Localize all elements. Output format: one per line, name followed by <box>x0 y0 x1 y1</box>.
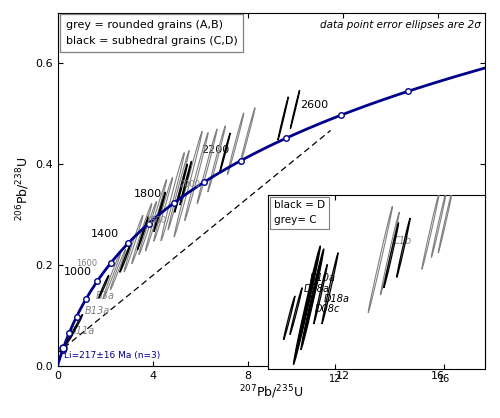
Text: 1800: 1800 <box>145 216 166 225</box>
Ellipse shape <box>294 246 320 364</box>
Text: D08c: D08c <box>315 303 340 314</box>
Text: D08a: D08a <box>304 284 330 294</box>
Ellipse shape <box>301 249 324 350</box>
Text: data point error ellipses are 2σ: data point error ellipses are 2σ <box>320 20 480 30</box>
Text: black = D
grey= C: black = D grey= C <box>274 200 325 225</box>
Text: 1000: 1000 <box>64 267 92 277</box>
Text: 2000: 2000 <box>180 181 201 189</box>
Text: grey = rounded grains (A,B)
black = subhedral grains (C,D): grey = rounded grains (A,B) black = subh… <box>66 20 238 46</box>
Text: B13a: B13a <box>85 306 110 316</box>
Text: 2200: 2200 <box>201 145 229 155</box>
X-axis label: $^{207}$Pb/$^{235}$U: $^{207}$Pb/$^{235}$U <box>239 383 304 401</box>
Text: 1600: 1600 <box>76 259 97 268</box>
Text: B3a: B3a <box>96 291 114 301</box>
Text: 1800: 1800 <box>134 189 162 199</box>
Y-axis label: $^{206}$Pb/$^{238}$U: $^{206}$Pb/$^{238}$U <box>14 157 32 221</box>
Text: D18a: D18a <box>323 293 349 303</box>
Text: 1400: 1400 <box>90 229 118 240</box>
Text: C1b: C1b <box>392 236 412 246</box>
Text: Li=217±16 Ma (n=3): Li=217±16 Ma (n=3) <box>64 351 160 360</box>
Text: D10a: D10a <box>310 273 336 283</box>
Text: B11a: B11a <box>70 326 95 336</box>
Text: 2600: 2600 <box>300 100 328 110</box>
